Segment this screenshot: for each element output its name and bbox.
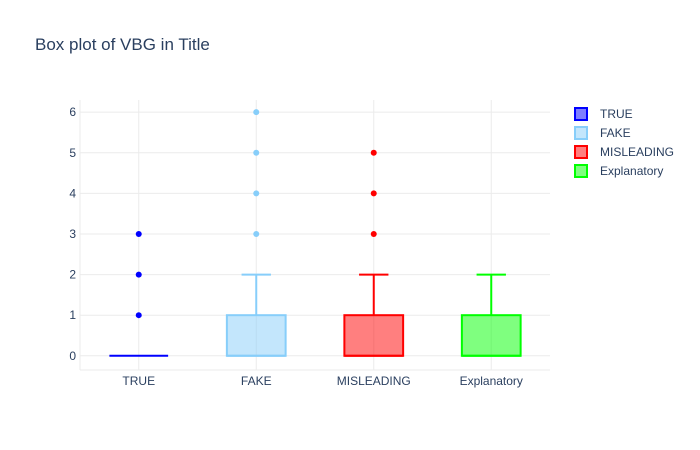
legend-label: TRUE: [600, 107, 633, 121]
outlier-point: [370, 190, 377, 197]
legend[interactable]: TRUE FAKE MISLEADING Explanatory: [574, 107, 674, 178]
legend-swatch: [574, 126, 588, 140]
legend-swatch: [574, 145, 588, 159]
chart-title: Box plot of VBG in Title: [35, 35, 210, 54]
y-tick-label: 5: [69, 146, 76, 160]
legend-label: MISLEADING: [600, 145, 674, 159]
y-tick-label: 4: [69, 186, 76, 200]
outlier-point: [135, 312, 142, 319]
legend-item-true[interactable]: TRUE: [574, 107, 633, 121]
legend-item-fake[interactable]: FAKE: [574, 126, 631, 140]
box-body: [460, 314, 522, 357]
box-body: [343, 314, 405, 357]
outlier-point: [253, 109, 260, 116]
x-tick-label: FAKE: [241, 374, 272, 388]
outlier-point: [135, 230, 142, 237]
boxes: [109, 109, 522, 357]
box-true[interactable]: [109, 230, 169, 357]
legend-swatch: [574, 164, 588, 178]
box-fake[interactable]: [225, 109, 287, 357]
x-tick-label: MISLEADING: [337, 374, 411, 388]
outlier-point: [253, 230, 260, 237]
outlier-point: [135, 271, 142, 278]
legend-label: Explanatory: [600, 164, 663, 178]
legend-swatch: [574, 107, 588, 121]
outlier-point: [253, 149, 260, 156]
box-misleading[interactable]: [343, 149, 405, 357]
x-tick-label: TRUE: [122, 374, 155, 388]
legend-item-explanatory[interactable]: Explanatory: [574, 164, 663, 178]
y-tick-label: 1: [69, 308, 76, 322]
legend-label: FAKE: [600, 126, 631, 140]
outlier-point: [370, 230, 377, 237]
outlier-point: [370, 149, 377, 156]
y-tick-label: 3: [69, 227, 76, 241]
y-tick-label: 0: [69, 349, 76, 363]
y-tick-label: 6: [69, 105, 76, 119]
box-explanatory[interactable]: [460, 273, 522, 357]
x-axis-ticks: TRUE FAKE MISLEADING Explanatory: [122, 374, 523, 388]
legend-item-misleading[interactable]: MISLEADING: [574, 145, 674, 159]
y-axis-ticks: 0 1 2 3 4 5 6: [69, 105, 76, 363]
box-body: [225, 314, 287, 357]
grid-lines: [79, 100, 550, 371]
outlier-point: [253, 190, 260, 197]
x-tick-label: Explanatory: [460, 374, 523, 388]
y-tick-label: 2: [69, 268, 76, 282]
